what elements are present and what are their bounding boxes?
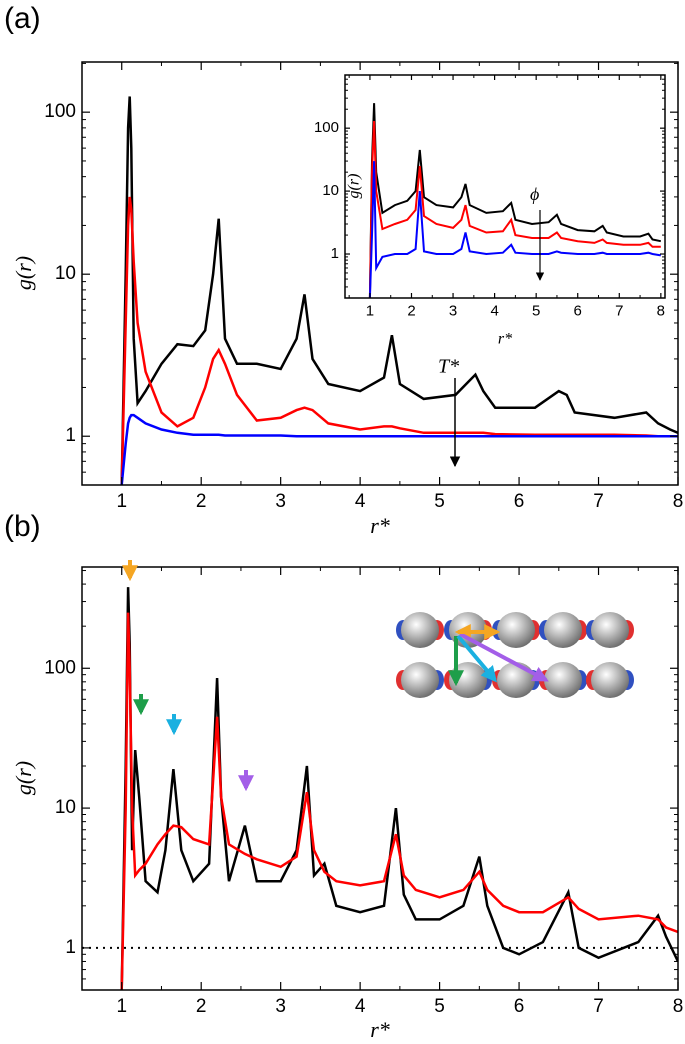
plot-frame <box>81 566 679 991</box>
molecule-illustration <box>396 612 634 698</box>
series-line <box>120 96 678 485</box>
series-line <box>368 161 661 298</box>
annotation: ϕ <box>530 184 539 204</box>
y-tick-label: 100 <box>44 657 76 678</box>
y-tick-label: 100 <box>44 101 76 122</box>
y-tick-label: 10 <box>55 797 76 818</box>
panel: 1 2 3 4 5 6 7 8 1 10 100 r* g(r) (b) <box>4 510 683 1042</box>
x-tick-label: 7 <box>593 996 604 1017</box>
x-tick-label: 1 <box>116 996 127 1017</box>
x-tick-label: 3 <box>275 996 286 1017</box>
x-tick-label: 6 <box>514 996 525 1017</box>
panel-label: (b) <box>4 510 41 543</box>
x-tick-label: 8 <box>657 302 665 319</box>
inset-background <box>345 75 665 298</box>
series-line <box>120 612 678 990</box>
x-tick-label: 5 <box>434 996 445 1017</box>
peak-arrows <box>122 560 254 792</box>
y-tick-label: 10 <box>322 182 339 199</box>
annotation: T* <box>438 356 459 378</box>
arrow <box>459 632 549 682</box>
x-tick-label: 6 <box>574 302 582 319</box>
x-tick-label: 3 <box>275 491 286 512</box>
series-line <box>368 120 661 298</box>
x-tick-label: 7 <box>615 302 623 319</box>
y-axis-label: g(r) <box>11 256 36 290</box>
x-tick-label: 1 <box>366 302 374 319</box>
x-tick-label: 2 <box>407 302 415 319</box>
series-line <box>368 103 662 298</box>
y-axis-label: g(r) <box>11 761 36 795</box>
panel: 1 2 3 4 5 6 7 8 1 10 100 r* g(r) (a) T* <box>4 2 683 538</box>
y-tick-label: 1 <box>65 425 76 446</box>
plot-frame <box>81 61 679 486</box>
y-tick-label: 100 <box>314 119 339 136</box>
sphere <box>544 612 582 648</box>
x-tick-label: 4 <box>355 491 366 512</box>
sphere <box>401 612 439 648</box>
x-tick-label: 7 <box>593 491 604 512</box>
x-tick-label: 4 <box>490 302 498 319</box>
y-tick-label: 1 <box>331 245 339 262</box>
y-tick-label: 10 <box>55 263 76 284</box>
x-tick-label: 5 <box>434 491 445 512</box>
x-tick-label: 3 <box>449 302 457 319</box>
sphere <box>401 662 439 698</box>
x-axis-label: r* <box>370 513 390 538</box>
panel: 1 2 3 4 5 6 7 8 1 10 100 r* g(r) ϕ <box>314 74 666 348</box>
sphere <box>591 662 629 698</box>
x-axis-label: r* <box>498 331 512 348</box>
x-tick-label: 2 <box>196 491 207 512</box>
sphere <box>544 662 582 698</box>
x-tick-label: 8 <box>673 996 684 1017</box>
sphere <box>497 612 535 648</box>
y-tick-label: 1 <box>65 937 76 958</box>
sphere <box>591 612 629 648</box>
x-axis-label: r* <box>370 1017 390 1042</box>
panel-label: (a) <box>4 2 41 35</box>
x-tick-label: 8 <box>673 491 684 512</box>
series-line <box>120 587 678 990</box>
x-tick-label: 2 <box>196 996 207 1017</box>
sphere <box>497 662 535 698</box>
arrow <box>456 634 498 683</box>
series-line <box>120 413 678 485</box>
x-tick-label: 5 <box>532 302 540 319</box>
x-tick-label: 4 <box>355 996 366 1017</box>
series-line <box>120 196 678 485</box>
y-axis-label: g(r) <box>346 174 363 199</box>
x-tick-label: 1 <box>116 491 127 512</box>
plot-frame <box>344 74 666 299</box>
x-tick-label: 6 <box>514 491 525 512</box>
